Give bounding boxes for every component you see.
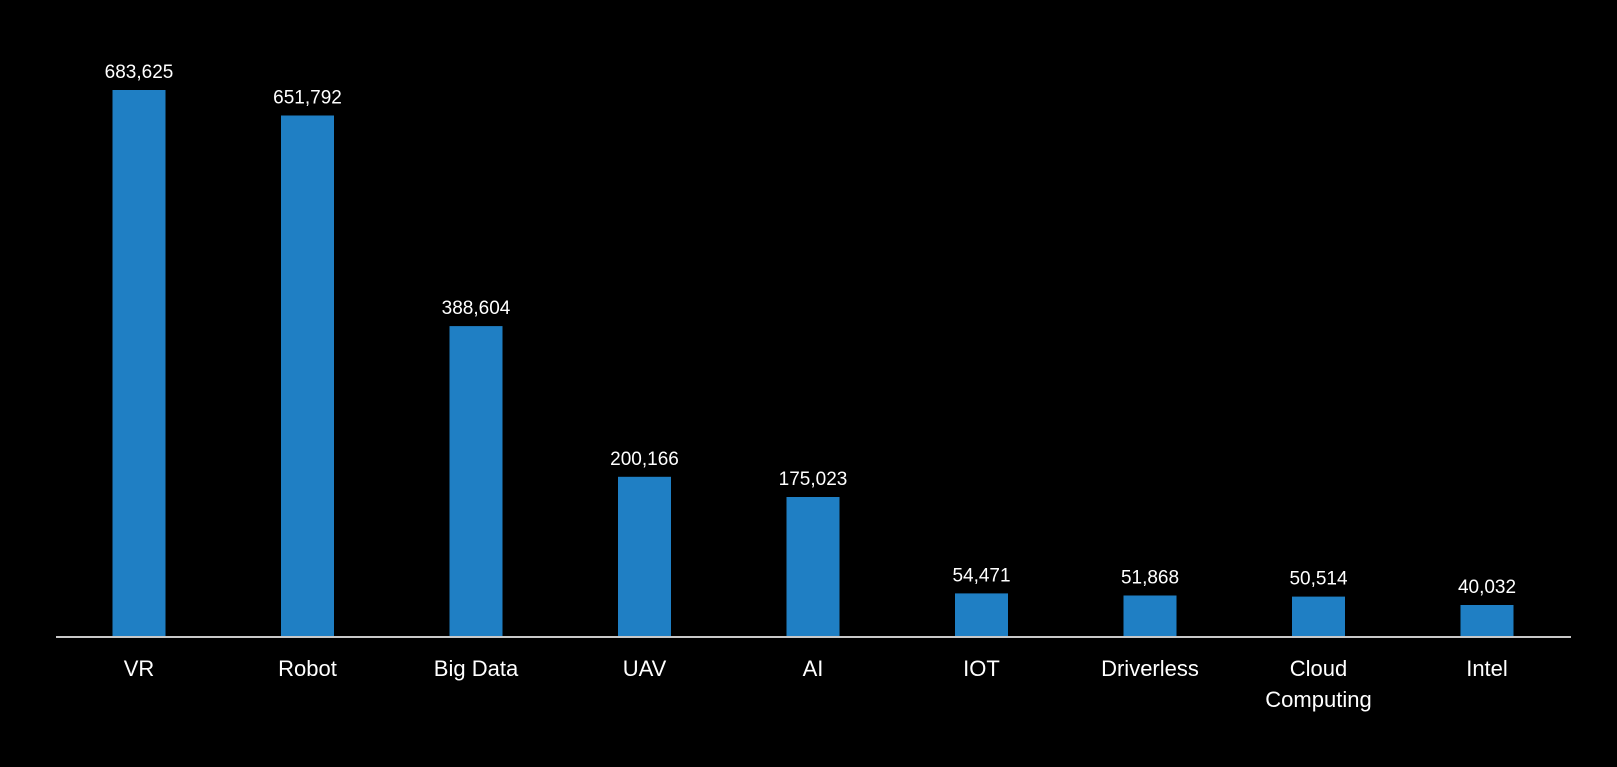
bar-intel	[1460, 605, 1514, 637]
value-label: 54,471	[952, 565, 1010, 586]
category-label: VR	[124, 656, 155, 681]
category-label: Intel	[1466, 656, 1508, 681]
category-label: IOT	[963, 656, 1000, 681]
value-label: 200,166	[610, 449, 679, 470]
category-label-line: AI	[803, 656, 824, 681]
category-label-line: Robot	[278, 656, 337, 681]
category-label: Robot	[278, 656, 337, 681]
category-label-line: VR	[124, 656, 155, 681]
value-label: 175,023	[779, 469, 848, 490]
category-label-line: Computing	[1265, 687, 1371, 712]
bar-big-data	[449, 326, 503, 637]
category-label-line: Cloud	[1290, 656, 1347, 681]
category-label-line: Driverless	[1101, 656, 1199, 681]
value-label: 51,868	[1121, 568, 1179, 589]
category-label-line: UAV	[623, 656, 667, 681]
value-label: 50,514	[1289, 569, 1348, 590]
category-labels-group: VR Robot Big Data UAV AI IOT Driverless Cloud Co…	[124, 656, 1508, 712]
category-label-line: Intel	[1466, 656, 1508, 681]
category-label-line: Big Data	[434, 656, 519, 681]
bar-ai	[786, 497, 840, 637]
category-label: Big Data	[434, 656, 519, 681]
value-label: 388,604	[442, 298, 511, 319]
category-label: UAV	[623, 656, 667, 681]
category-label-line: IOT	[963, 656, 1000, 681]
category-label: Driverless	[1101, 656, 1199, 681]
value-labels-group: 683,625 651,792 388,604 200,166 175,023 54,47…	[105, 62, 1516, 598]
bar-iot	[955, 593, 1008, 637]
bar-uav	[618, 476, 671, 637]
bar-robot	[281, 115, 334, 637]
bar-driverless	[1123, 595, 1177, 637]
bars-group	[112, 90, 1514, 637]
value-label: 40,032	[1458, 577, 1516, 598]
value-label: 683,625	[105, 62, 174, 83]
category-label: AI	[803, 656, 824, 681]
bar-cloud-computing	[1292, 596, 1345, 637]
bar-vr	[112, 90, 166, 637]
value-label: 651,792	[273, 88, 342, 109]
category-label: Cloud Computing	[1265, 656, 1371, 712]
